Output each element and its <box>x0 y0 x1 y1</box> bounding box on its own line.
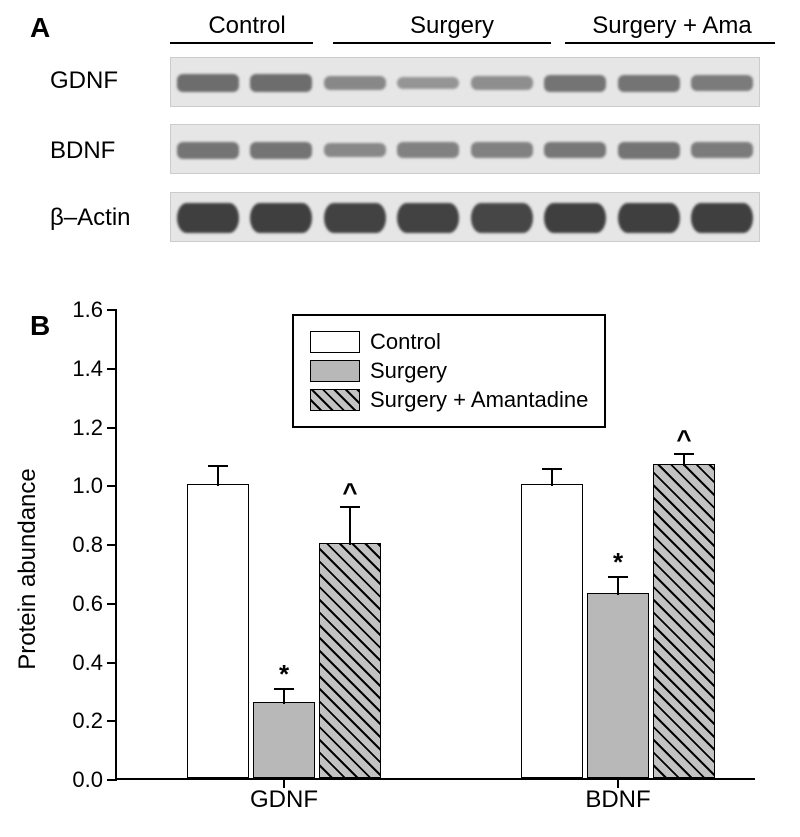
legend-label-control: Control <box>370 329 441 355</box>
blot-group-headers: Control Surgery Surgery + Ama <box>170 12 770 44</box>
significance-marker: ^ <box>342 477 357 508</box>
legend-swatch-surgama <box>310 389 360 411</box>
blot-bdnf <box>170 124 760 174</box>
row-label-gdnf: GDNF <box>50 67 118 95</box>
y-tick <box>107 368 117 370</box>
plot-area: Control Surgery Surgery + Amantadine *^G… <box>115 310 755 780</box>
group-underline-surgama <box>565 42 775 44</box>
y-tick-label: 1.4 <box>43 356 103 382</box>
bar <box>521 484 583 778</box>
y-tick-label: 0.4 <box>43 650 103 676</box>
blot-gdnf <box>170 57 760 107</box>
error-bar <box>551 469 553 487</box>
significance-marker: * <box>279 659 289 690</box>
x-tick-label: GDNF <box>250 786 318 814</box>
legend-label-surgery: Surgery <box>370 358 447 384</box>
legend-item-control: Control <box>310 329 588 355</box>
group-underline-control <box>170 42 313 44</box>
error-bar <box>217 466 219 487</box>
error-bar <box>349 507 351 545</box>
y-tick <box>107 544 117 546</box>
group-header-surgama: Surgery + Ama <box>572 12 772 40</box>
y-tick-label: 0.2 <box>43 708 103 734</box>
bar <box>319 543 381 778</box>
bar <box>253 702 315 778</box>
row-label-bactin: β–Actin <box>50 204 131 232</box>
group-header-surgery: Surgery <box>352 12 552 40</box>
y-tick-label: 0.8 <box>43 532 103 558</box>
error-bar <box>617 577 619 595</box>
y-axis-label: Protein abundance <box>14 468 42 670</box>
y-tick-label: 1.2 <box>43 415 103 441</box>
y-tick-label: 0.0 <box>43 767 103 793</box>
y-tick <box>107 427 117 429</box>
legend-label-surgama: Surgery + Amantadine <box>370 387 588 413</box>
error-bar <box>283 689 285 704</box>
y-tick <box>107 662 117 664</box>
error-bar-cap <box>542 468 562 470</box>
y-tick-label: 0.6 <box>43 591 103 617</box>
y-tick <box>107 779 117 781</box>
panel-a-label: A <box>30 12 50 44</box>
row-label-bdnf: BDNF <box>50 137 115 165</box>
legend-swatch-control <box>310 331 360 353</box>
blot-bactin <box>170 192 760 242</box>
bar <box>653 464 715 778</box>
legend: Control Surgery Surgery + Amantadine <box>292 314 606 428</box>
legend-item-surgama: Surgery + Amantadine <box>310 387 588 413</box>
y-tick-label: 1.0 <box>43 473 103 499</box>
error-bar-cap <box>208 465 228 467</box>
legend-item-surgery: Surgery <box>310 358 588 384</box>
error-bar <box>683 454 685 466</box>
y-tick <box>107 603 117 605</box>
panel-a: A Control Surgery Surgery + Ama GDNF BDN… <box>30 12 770 292</box>
significance-marker: * <box>613 547 623 578</box>
group-underline-surgery <box>333 42 551 44</box>
y-tick-label: 1.6 <box>43 297 103 323</box>
y-tick <box>107 485 117 487</box>
legend-swatch-surgery <box>310 360 360 382</box>
bar <box>587 593 649 778</box>
y-tick <box>107 720 117 722</box>
bar <box>187 484 249 778</box>
chart: Control Surgery Surgery + Amantadine *^G… <box>115 310 755 780</box>
x-tick-label: BDNF <box>585 786 650 814</box>
significance-marker: ^ <box>676 424 691 455</box>
group-header-control: Control <box>172 12 322 40</box>
panel-b: B Protein abundance Control Surgery <box>0 300 800 837</box>
y-tick <box>107 309 117 311</box>
figure: A Control Surgery Surgery + Ama GDNF BDN… <box>0 0 800 837</box>
